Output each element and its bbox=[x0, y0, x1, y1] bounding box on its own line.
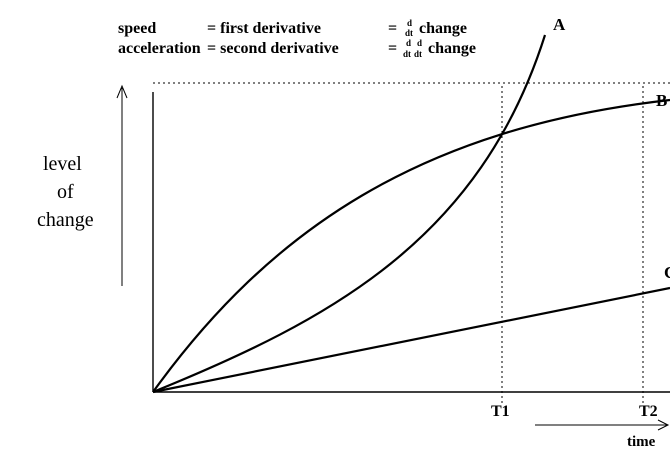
curve-a bbox=[152, 34, 547, 394]
curve-c-label: C bbox=[664, 263, 670, 282]
legend-speed-change: change bbox=[419, 20, 467, 37]
legend-acceleration-frac2-den: dt bbox=[414, 49, 422, 59]
y-axis-label-line1: level bbox=[43, 153, 82, 175]
legend-acceleration-term: acceleration bbox=[118, 40, 201, 57]
time-axis-arrow bbox=[535, 419, 670, 431]
legend-acceleration-frac2-num: d bbox=[417, 38, 422, 48]
curve-b bbox=[152, 98, 670, 393]
legend-speed-equals: = bbox=[388, 20, 397, 37]
time-marker-t2: T2 bbox=[639, 403, 658, 420]
y-axis-label-line2: of bbox=[57, 181, 74, 203]
y-axis-label-line3: change bbox=[37, 209, 94, 231]
legend-acceleration-equals: = bbox=[388, 40, 397, 57]
legend-acceleration-frac1-den: dt bbox=[403, 49, 411, 59]
legend-speed-frac-num: d bbox=[407, 18, 412, 28]
curve-a-label: A bbox=[553, 15, 566, 34]
legend-speed-frac-den: dt bbox=[405, 28, 413, 38]
legend-speed-definition: = first derivative bbox=[207, 20, 321, 37]
legend-speed-term: speed bbox=[118, 20, 156, 37]
legend-acceleration-frac1-num: d bbox=[406, 38, 411, 48]
legend-acceleration-change: change bbox=[428, 40, 476, 57]
y-axis-label-arrow bbox=[116, 84, 128, 286]
legend-acceleration-definition: = second derivative bbox=[207, 40, 339, 57]
curve-b-label: B bbox=[656, 91, 667, 110]
curve-c bbox=[152, 286, 670, 394]
x-axis-label: time bbox=[627, 434, 656, 450]
time-marker-t1: T1 bbox=[491, 403, 510, 420]
